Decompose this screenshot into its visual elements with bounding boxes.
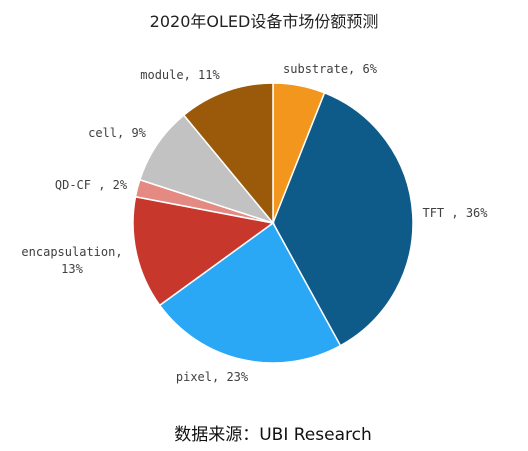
slice-label-pixel: pixel, 23% <box>176 370 249 384</box>
slice-label-tft: TFT , 36% <box>422 206 488 220</box>
slice-label-cell: cell, 9% <box>88 126 147 140</box>
slice-label-substrate: substrate, 6% <box>283 62 378 76</box>
slice-label-encapsulation: encapsulation, 13% <box>21 245 122 276</box>
pie-slice-tft <box>272 91 414 347</box>
pie-slices <box>132 82 414 364</box>
source-note: 数据来源：UBI Research <box>174 425 372 445</box>
slice-label-qd-cf: QD-CF , 2% <box>55 178 128 192</box>
pie-slice-cell <box>138 114 276 225</box>
pie-slice-pixel <box>158 221 342 364</box>
slice-label-module: module, 11% <box>140 68 220 82</box>
pie-slice-encapsulation <box>132 195 275 307</box>
pie-slice-module <box>182 82 274 226</box>
slice-labels: substrate, 6% TFT , 36% pixel, 23% encapsul… <box>21 62 488 384</box>
chart-title: 2020年OLED设备市场份额预测 <box>150 12 379 31</box>
